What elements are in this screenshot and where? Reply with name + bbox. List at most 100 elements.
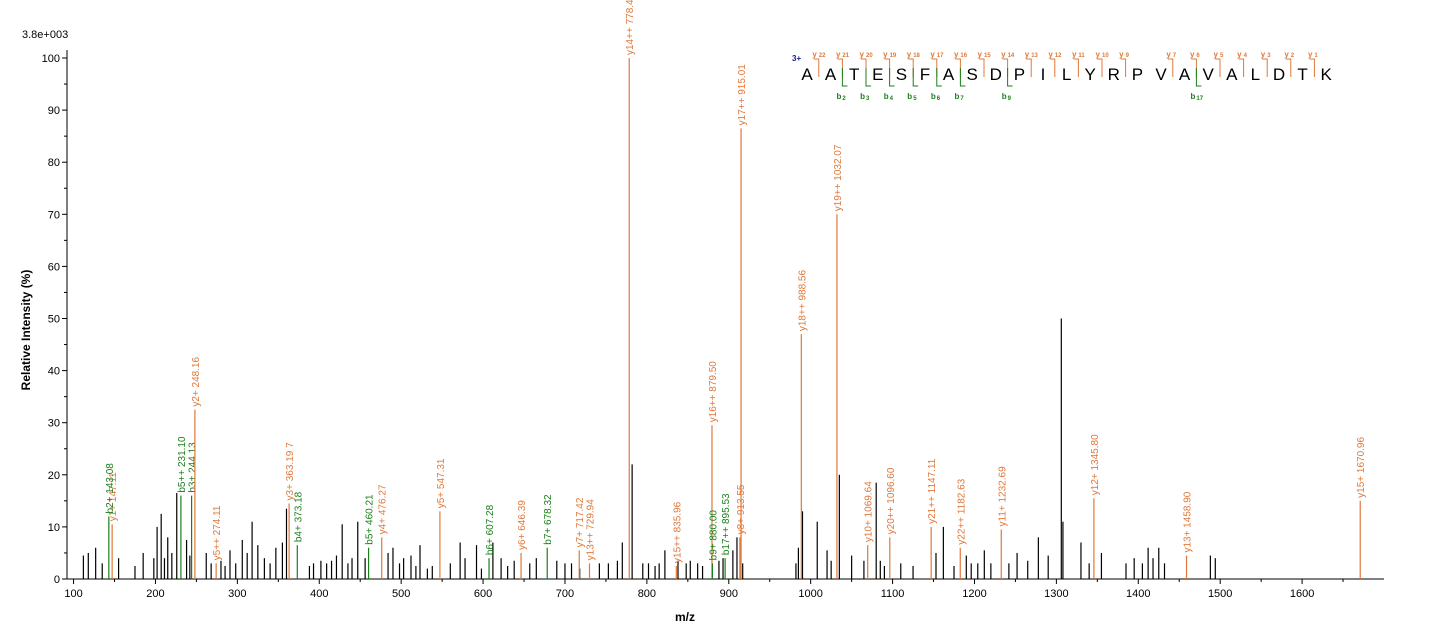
y-fragment-letter: y	[1025, 50, 1030, 59]
y-fragment-letter: y	[812, 50, 817, 59]
x-tick-label: 1600	[1290, 588, 1314, 600]
y-fragment-mark	[1120, 58, 1127, 77]
b-fragment-letter: b	[931, 92, 936, 101]
y-ion-label: y19++ 1032.07	[833, 144, 844, 211]
x-tick-label: 1200	[962, 588, 986, 600]
x-tick-label: 1300	[1044, 588, 1068, 600]
y-ion-label: y7+ 717.42	[575, 497, 586, 547]
b-fragment-number: 3	[866, 96, 870, 102]
x-tick-label: 1100	[881, 588, 905, 600]
y-fragment-mark	[931, 58, 938, 77]
sequence-residue: A	[943, 65, 955, 84]
y-ion-label: y13++ 729.94	[585, 499, 596, 561]
sequence-residue: E	[872, 65, 883, 84]
sequence-residue: R	[1108, 65, 1120, 84]
b-fragment-letter: b	[860, 92, 865, 101]
y-fragment-number: 15	[984, 53, 991, 59]
b-ion-label: b2+ 143.08	[105, 463, 116, 514]
y-fragment-number: 20	[866, 53, 873, 59]
y-tick-label: 40	[48, 366, 60, 378]
b-fragment-mark	[936, 68, 942, 87]
y-fragment-mark	[837, 58, 843, 77]
y-tick-label: 30	[48, 418, 60, 430]
y-fragment-letter: y	[1048, 50, 1053, 59]
y-ion-label: y4+ 476.27	[378, 484, 389, 534]
y-fragment-mark	[813, 58, 820, 77]
y-ion-label: y2+ 248.16	[191, 356, 202, 406]
y-tick-label: 20	[48, 470, 60, 482]
sequence-residue: V	[1155, 65, 1167, 84]
x-tick-label: 700	[556, 588, 574, 600]
y-fragment-letter: y	[1308, 50, 1313, 59]
sequence-residue: T	[849, 65, 859, 84]
y-fragment-mark	[1002, 58, 1009, 77]
sequence-residue: D	[990, 65, 1002, 84]
y-fragment-letter: y	[1072, 50, 1077, 59]
x-tick-label: 1000	[798, 588, 822, 600]
y-fragment-number: 19	[890, 53, 897, 59]
y-axis-title: Relative Intensity (%)	[19, 270, 33, 391]
y-fragment-letter: y	[1119, 50, 1124, 59]
y-fragment-number: 22	[819, 53, 826, 59]
y-tick-label: 10	[48, 522, 60, 534]
sequence-residue: A	[1226, 65, 1238, 84]
y-tick-label: 90	[48, 105, 60, 117]
y-fragment-number: 6	[1196, 53, 1200, 59]
y-fragment-number: 17	[937, 53, 944, 59]
y-fragment-number: 11	[1078, 53, 1085, 59]
sequence-residue: D	[1273, 65, 1285, 84]
sequence-residue: F	[920, 65, 930, 84]
y-fragment-mark	[861, 58, 867, 77]
y-axis: 0 10 20 30 40 50 60 70 80 90 100	[42, 50, 68, 586]
sequence-residue: Y	[1085, 65, 1096, 84]
y-fragment-number: 5	[1220, 53, 1224, 59]
y-ion-label: y1+ 147.11	[108, 472, 119, 521]
sequence-residue: A	[1179, 65, 1191, 84]
y-fragment-letter: y	[1284, 50, 1289, 59]
y-fragment-letter: y	[836, 50, 841, 59]
b-fragment-number: 17	[1196, 96, 1203, 102]
y-fragment-mark	[908, 58, 914, 77]
y-fragment-number: 13	[1031, 53, 1038, 59]
y-fragment-letter: y	[930, 50, 935, 59]
y-fragment-mark	[1285, 58, 1292, 77]
b-ion-label: b7+ 678.32	[543, 494, 554, 545]
x-tick-label: 900	[720, 588, 738, 600]
b-ion-label: b9+ 880.00	[708, 510, 719, 561]
y-ion-label: y17++ 915.01	[737, 64, 748, 126]
y-ion-label: y15+ 1670.96	[1356, 437, 1367, 498]
y-ion-label: y21++ 1147.11	[927, 458, 938, 524]
y-fragment-mark	[1097, 58, 1103, 77]
y-ion-label: y12+ 1345.80	[1090, 434, 1101, 495]
b-ion-label: b6+ 607.28	[485, 504, 496, 555]
x-tick-label: 100	[64, 588, 82, 600]
y-fragment-number: 4	[1244, 53, 1248, 59]
y-ion-label: y22++ 1182.63	[956, 478, 967, 544]
b-fragment-mark	[889, 68, 895, 87]
sequence-residue: P	[1132, 65, 1143, 84]
sequence-residue: S	[896, 65, 907, 84]
y-fragment-mark	[884, 58, 891, 77]
b-ion-label: b4+ 373.18	[293, 491, 304, 542]
b-fragment-number: 6	[937, 96, 941, 102]
y-fragment-letter: y	[860, 50, 865, 59]
y-tick-label: 60	[48, 261, 60, 273]
b-fragment-letter: b	[955, 92, 960, 101]
b-fragment-letter: b	[1191, 92, 1196, 101]
y-tick-label: 100	[42, 53, 60, 65]
x-axis: 100 200 300 400 500 600 700 800 900 1000 1100 1200 1…	[64, 578, 1384, 600]
y-ion-label: y15++ 835.96	[672, 501, 683, 563]
y-fragment-mark	[1309, 58, 1315, 77]
x-tick-label: 200	[146, 588, 164, 600]
y-fragment-number: 2	[1291, 53, 1295, 59]
y-fragment-letter: y	[1190, 50, 1195, 59]
y-fragment-mark	[1026, 58, 1032, 77]
b-fragment-number: 5	[913, 96, 917, 102]
b-fragment-letter: b	[837, 92, 842, 101]
b-ion-label: b5++ 231.10	[177, 436, 188, 493]
y-fragment-letter: y	[978, 50, 983, 59]
y-fragment-number: 21	[842, 53, 849, 59]
y-ion-label: y18++ 988.56	[797, 270, 808, 332]
